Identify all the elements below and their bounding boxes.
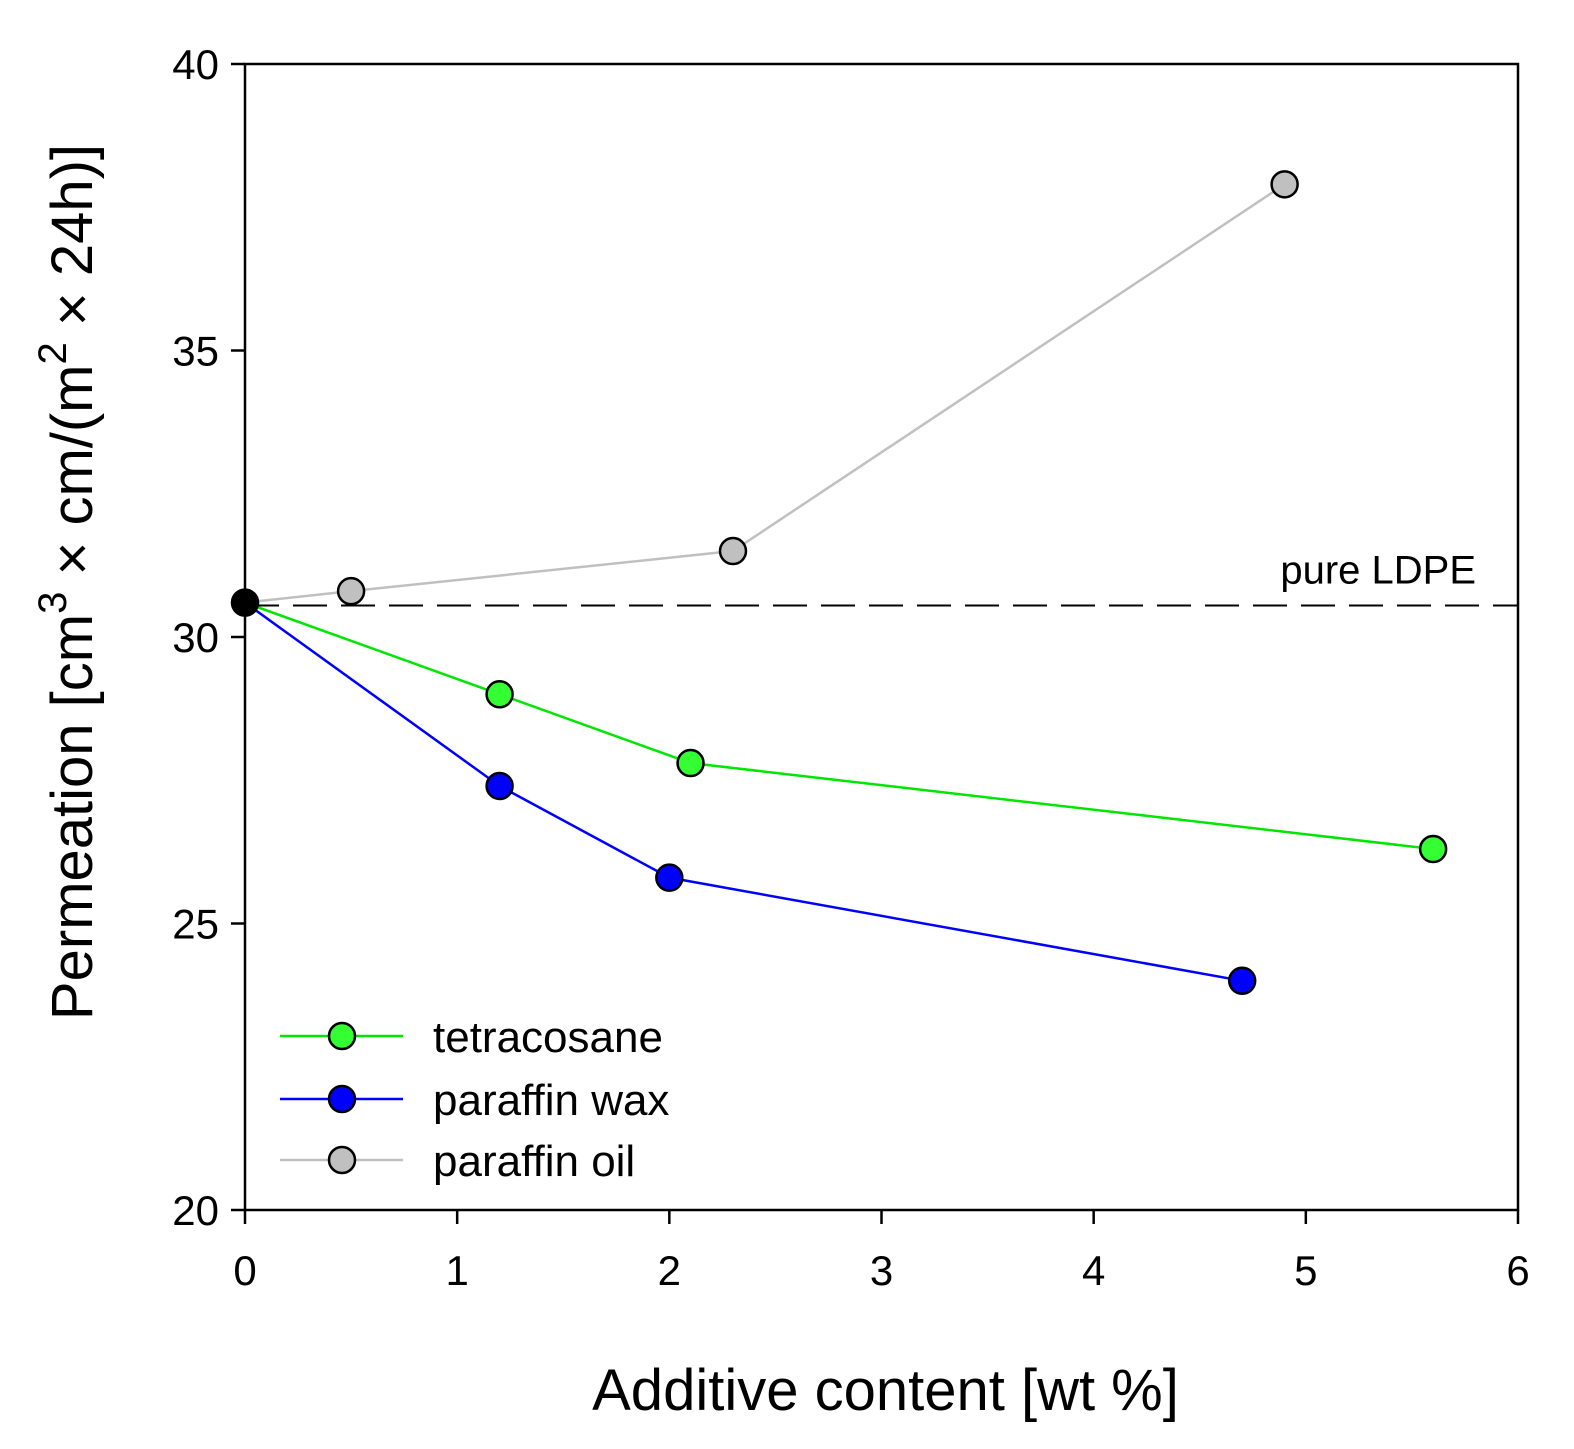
data-point-paraffin-oil [1270, 170, 1299, 199]
y-tick-label: 30 [172, 614, 219, 661]
legend-marker-paraffin-wax [327, 1084, 357, 1114]
axes-layer: 0 1 2 3 4 5 6 20 25 30 35 40 [172, 41, 1529, 1294]
y-title-part-3: × 24h)] [40, 144, 105, 342]
x-axis-title: Additive content [wt %] [592, 1358, 1179, 1423]
x-tick-label: 4 [1082, 1247, 1105, 1294]
y-axis-title: Permeation [cm3 × cm/(m2 × 24h)] [31, 144, 105, 1020]
x-tick-label: 2 [658, 1247, 681, 1294]
y-title-sup-1: 3 [31, 592, 75, 614]
y-title-part-2: × cm/(m [40, 364, 105, 591]
x-tick-label: 0 [233, 1247, 256, 1294]
x-tick-label: 6 [1506, 1247, 1529, 1294]
pure-ldpe-label: pure LDPE [1280, 548, 1476, 592]
legend-label-tetracosane: tetracosane [433, 1013, 663, 1062]
lines-layer [244, 183, 1518, 983]
legend-marker-paraffin-oil [327, 1145, 357, 1175]
data-point-paraffin-oil [718, 536, 748, 566]
x-tick-label: 3 [870, 1247, 893, 1294]
y-tick-label: 40 [172, 41, 219, 88]
series-line-tetracosane [244, 601, 1434, 851]
series-line-paraffin-oil [244, 183, 1286, 604]
x-tick-label: 5 [1294, 1247, 1317, 1294]
legend-label-paraffin-wax: paraffin wax [433, 1076, 669, 1125]
y-tick-label: 35 [172, 328, 219, 375]
legend-marker-tetracosane [327, 1021, 357, 1051]
y-title-sup-2: 2 [31, 342, 75, 364]
y-title-part-1: Permeation [cm [40, 614, 105, 1020]
data-point-paraffin-oil [336, 576, 366, 606]
data-point-tetracosane [676, 748, 705, 778]
x-tick-label: 1 [445, 1247, 468, 1294]
legend-label-paraffin-oil: paraffin oil [433, 1137, 635, 1186]
y-tick-label: 25 [172, 901, 219, 948]
data-point-tetracosane [485, 680, 514, 709]
data-point-tetracosane [1418, 834, 1448, 864]
series-line-paraffin-wax [244, 601, 1243, 983]
data-point-paraffin-wax [1227, 966, 1257, 996]
y-tick-label: 20 [172, 1187, 219, 1234]
data-point-paraffin-wax [485, 771, 514, 801]
legend: tetracosane paraffin wax paraffin oil [280, 1013, 669, 1186]
data-point-paraffin-wax [655, 863, 684, 892]
markers-layer [230, 170, 1448, 996]
